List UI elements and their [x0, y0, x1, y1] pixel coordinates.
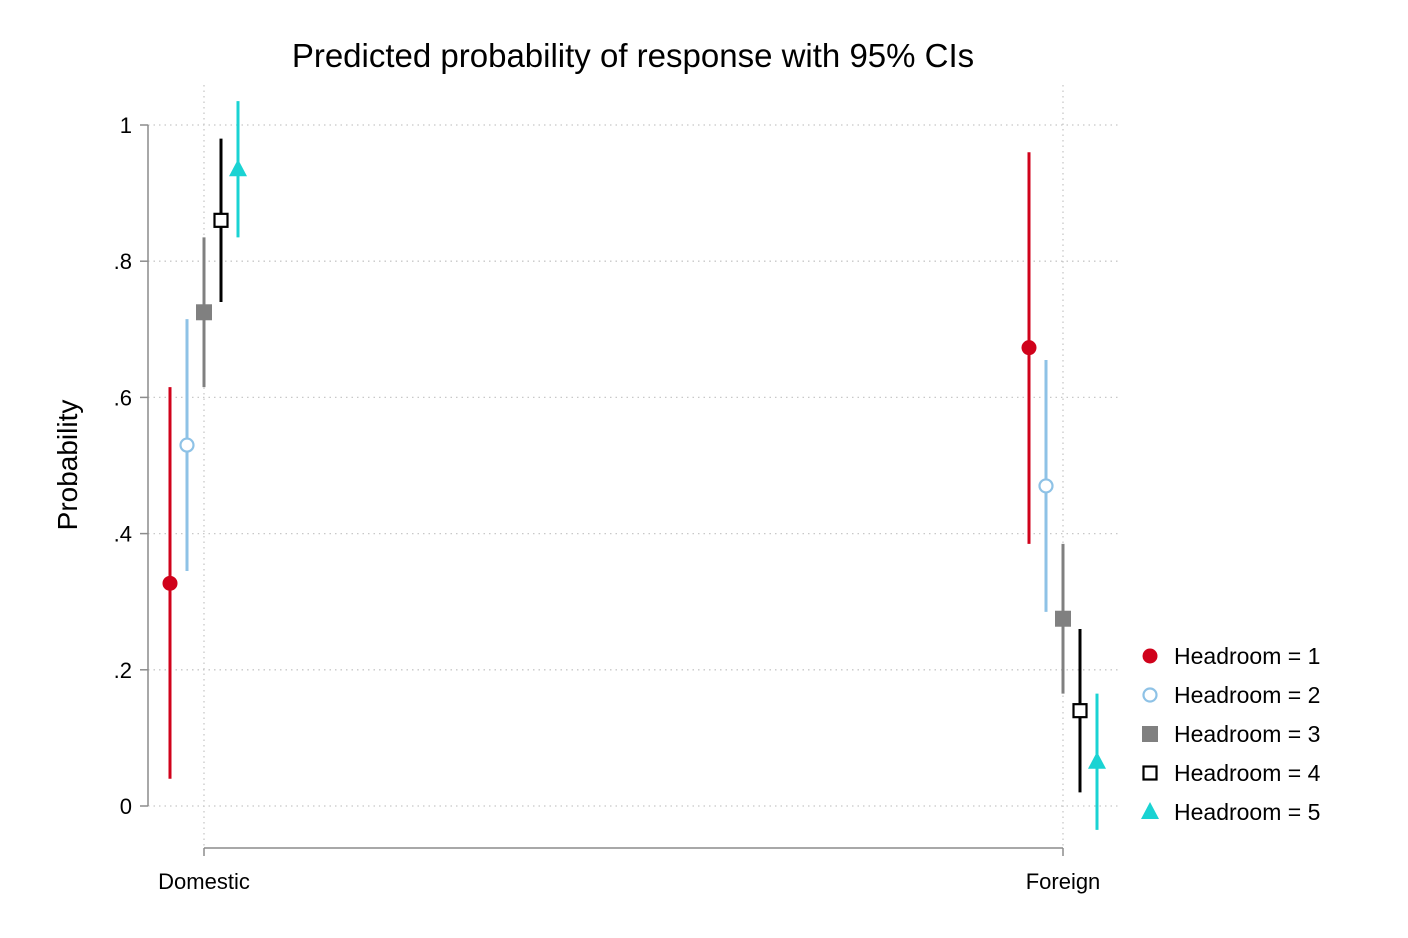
point-marker [1088, 751, 1106, 769]
legend-label: Headroom = 2 [1174, 682, 1320, 708]
point-marker [162, 575, 178, 591]
plot-area [162, 101, 1106, 830]
y-tick-label: .2 [114, 658, 132, 683]
point-marker [1055, 610, 1071, 627]
point-marker [1072, 703, 1088, 719]
legend-label: Headroom = 3 [1174, 721, 1320, 747]
y-tick-label: .6 [114, 385, 132, 410]
point-marker [1038, 478, 1054, 494]
axes: 0 .2 .4 .6 .8 1 Domestic Foreign [114, 113, 1101, 894]
legend-marker [1142, 648, 1158, 664]
y-axis-label: Probability [52, 400, 83, 531]
point-marker [1021, 340, 1037, 356]
gridlines [148, 85, 1118, 848]
point-marker [229, 159, 247, 177]
x-tick-label: Foreign [1026, 869, 1101, 894]
y-tick-label: 0 [120, 794, 132, 819]
legend: Headroom = 1 Headroom = 2 Headroom = 3 Head… [1141, 643, 1321, 825]
x-tick-label: Domestic [158, 869, 250, 894]
y-tick-label: .4 [114, 522, 132, 547]
legend-marker [1142, 687, 1158, 703]
y-tick-label: .8 [114, 249, 132, 274]
chart-title: Predicted probability of response with 9… [292, 37, 974, 74]
legend-label: Headroom = 1 [1174, 643, 1320, 669]
point-marker [196, 304, 212, 321]
legend-marker [1141, 802, 1159, 819]
legend-marker [1142, 726, 1158, 742]
legend-label: Headroom = 5 [1174, 799, 1320, 825]
point-marker [179, 437, 195, 453]
legend-marker [1142, 765, 1158, 781]
point-marker [213, 212, 229, 228]
y-tick-label: 1 [120, 113, 132, 138]
legend-label: Headroom = 4 [1174, 760, 1321, 786]
